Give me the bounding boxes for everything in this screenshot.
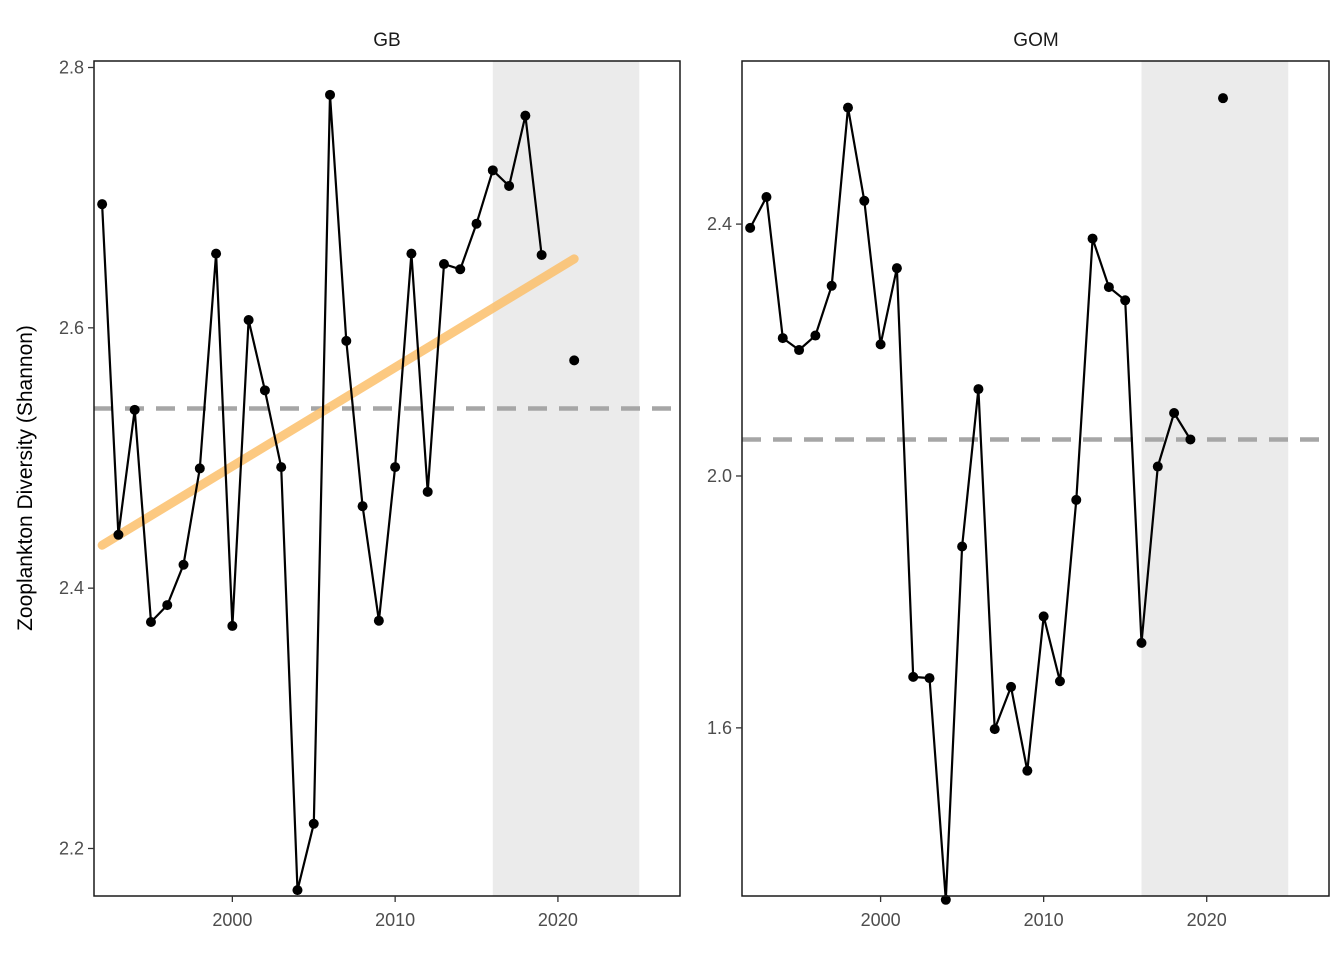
- data-point-gom-2009: [1022, 765, 1033, 776]
- y-tick-label-gb-2.6: 2.6: [59, 318, 84, 338]
- data-point-gb-2010: [390, 462, 401, 473]
- x-tick-label-gb-2010: 2010: [375, 910, 415, 930]
- data-point-gom-2015: [1120, 295, 1131, 306]
- y-axis-title: Zooplankton Diversity (Shannon): [14, 325, 37, 631]
- isolated-point-gb-2021: [569, 355, 580, 366]
- data-point-gom-2004: [940, 894, 951, 905]
- data-point-gb-2015: [471, 218, 482, 229]
- data-point-gb-2001: [243, 315, 254, 326]
- panel-gb: GB 2000 2010 2020 2.2 2.4 2.6 2.8: [59, 30, 681, 930]
- data-point-gb-2004: [292, 885, 303, 896]
- panel-border-gom: [741, 60, 1330, 897]
- data-point-gb-1996: [162, 600, 173, 611]
- y-tick-label-gom-2.0: 2.0: [707, 466, 732, 486]
- y-tick-label-gb-2.4: 2.4: [59, 578, 84, 598]
- data-point-gom-2014: [1103, 282, 1114, 293]
- data-point-gb-1993: [113, 529, 124, 540]
- data-point-gb-2019: [536, 249, 547, 260]
- data-point-gb-1998: [194, 463, 205, 474]
- series-line-gb: [101, 93, 543, 892]
- panel-title-gom: GOM: [1013, 30, 1058, 51]
- y-tick-label-gom-2.4: 2.4: [707, 214, 732, 234]
- data-point-gom-2000: [875, 339, 886, 350]
- data-point-gb-2017: [504, 180, 515, 191]
- data-point-gom-2018: [1169, 408, 1180, 419]
- y-tick-label-gb-2.2: 2.2: [59, 838, 84, 858]
- data-point-gom-2003: [924, 673, 935, 684]
- data-point-gb-1999: [211, 248, 222, 259]
- data-point-gom-1993: [761, 192, 772, 203]
- panel-title-gb: GB: [373, 30, 400, 51]
- data-point-gom-1998: [842, 102, 853, 113]
- y-tick-label-gb-2.8: 2.8: [59, 58, 84, 78]
- x-tick-label-gb-2000: 2000: [212, 910, 252, 930]
- trend-line-gb: [97, 254, 579, 550]
- x-tick-label-gom-2020: 2020: [1187, 910, 1227, 930]
- data-point-gb-2011: [406, 248, 417, 259]
- data-point-gom-2005: [957, 541, 968, 552]
- data-point-gb-2003: [276, 462, 287, 473]
- data-point-gom-2001: [891, 263, 902, 274]
- data-point-gom-2011: [1054, 676, 1065, 687]
- data-point-gb-1994: [129, 404, 140, 415]
- data-point-gb-2002: [259, 385, 270, 396]
- data-point-gom-2006: [973, 384, 984, 395]
- data-point-gom-2016: [1136, 637, 1147, 648]
- data-point-gb-1997: [178, 559, 189, 570]
- data-point-gb-2014: [455, 264, 466, 275]
- data-point-gb-2008: [357, 501, 368, 512]
- data-point-gb-2000: [227, 620, 238, 631]
- data-point-gom-2010: [1038, 611, 1049, 622]
- data-point-gom-2008: [1006, 681, 1017, 692]
- data-point-gom-1997: [826, 280, 837, 291]
- data-point-gom-2017: [1152, 461, 1163, 472]
- data-point-gb-2006: [325, 89, 336, 100]
- shade-region-gom: [1141, 61, 1289, 896]
- x-tick-label-gom-2000: 2000: [861, 910, 901, 930]
- data-point-gb-2013: [438, 259, 449, 270]
- data-point-gom-2019: [1185, 434, 1196, 445]
- data-point-gom-1999: [859, 195, 870, 206]
- data-point-gom-1996: [810, 330, 821, 341]
- data-point-gb-2005: [308, 818, 319, 829]
- x-tick-label-gb-2020: 2020: [538, 910, 578, 930]
- series-line-gom: [749, 106, 1192, 901]
- data-point-gom-1992: [745, 222, 756, 233]
- x-tick-label-gom-2010: 2010: [1024, 910, 1064, 930]
- data-point-gb-1992: [97, 199, 108, 210]
- data-point-gom-2013: [1087, 233, 1098, 244]
- panel-gom: GOM 2000 2010 2020 1.6 2.0 2.4: [707, 30, 1330, 930]
- isolated-point-gom-2021: [1218, 93, 1229, 104]
- data-point-gb-2016: [487, 165, 498, 176]
- shade-region-gb: [492, 61, 640, 896]
- panel-border-gb: [93, 60, 681, 897]
- data-point-gom-2012: [1071, 494, 1082, 505]
- data-point-gom-2002: [908, 671, 919, 682]
- data-point-gom-1995: [794, 345, 805, 356]
- data-point-gb-2009: [373, 615, 384, 626]
- data-point-gb-2012: [422, 486, 433, 497]
- data-point-gom-1994: [777, 333, 788, 344]
- data-point-gb-2007: [341, 335, 352, 346]
- data-point-gb-1995: [145, 617, 156, 628]
- data-point-gom-2007: [989, 724, 1000, 735]
- y-tick-label-gom-1.6: 1.6: [707, 718, 732, 738]
- data-point-gb-2018: [520, 110, 531, 121]
